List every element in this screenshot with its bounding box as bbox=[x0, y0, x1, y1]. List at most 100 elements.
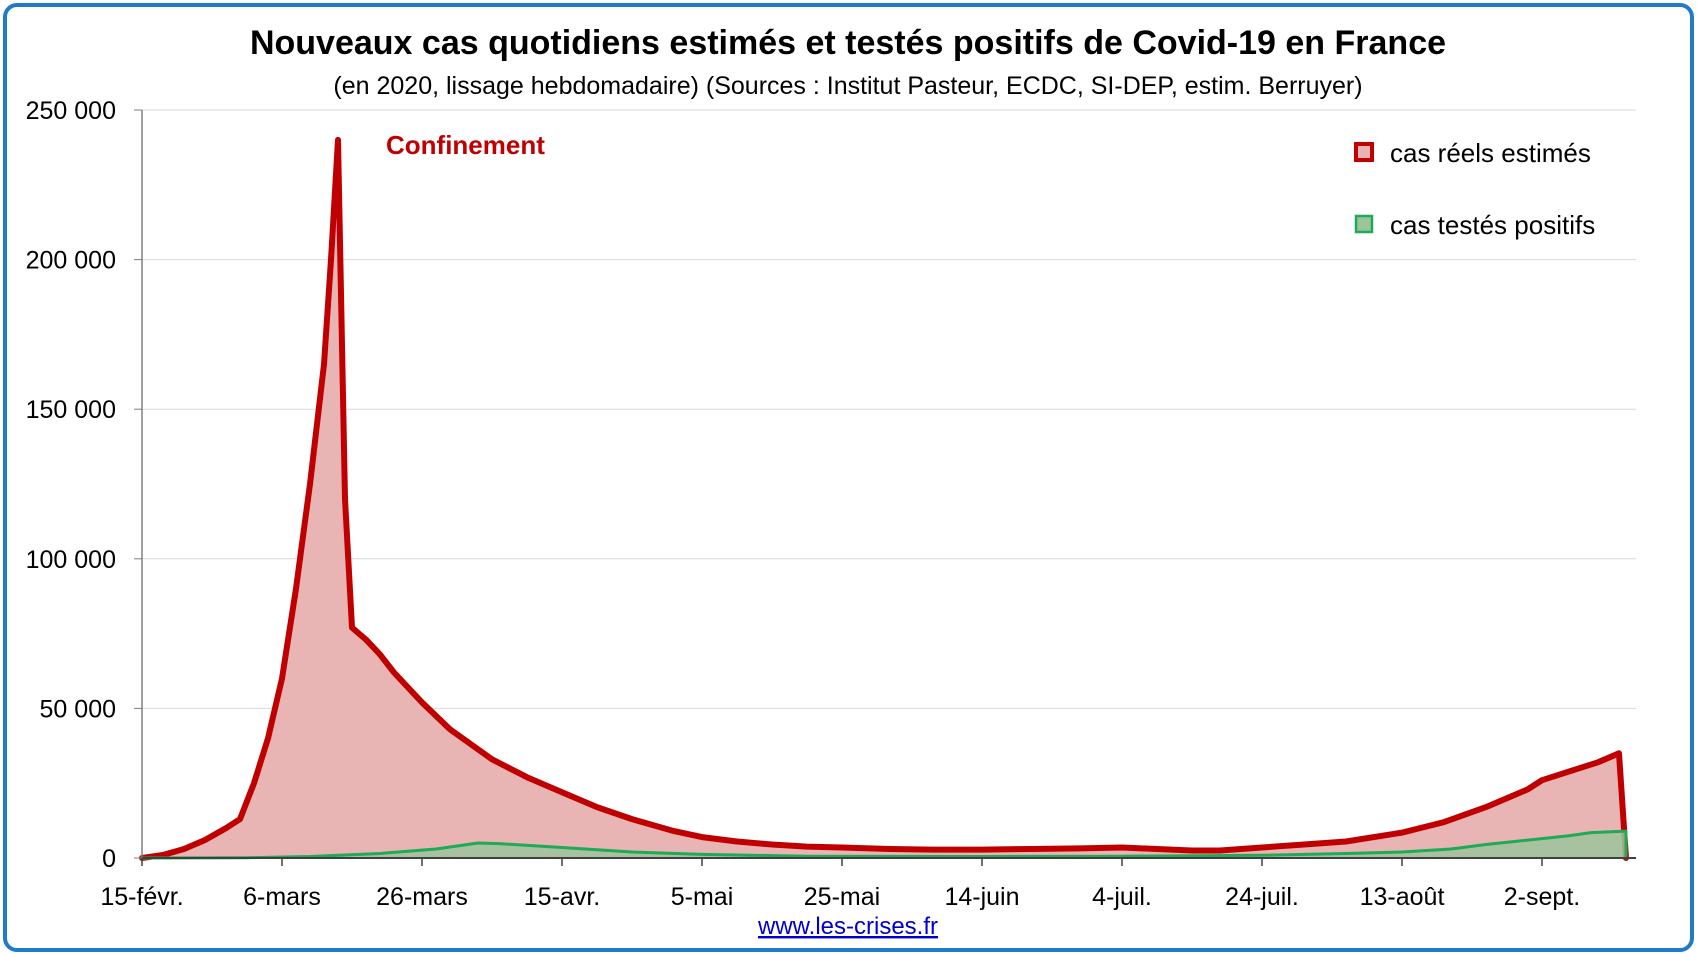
series-1-point-7 bbox=[562, 847, 563, 848]
series-1-point-13 bbox=[1262, 855, 1263, 856]
y-tick-label-5: 250 000 bbox=[26, 97, 116, 125]
series-1-point-4 bbox=[436, 849, 437, 850]
series-0-point-32 bbox=[891, 849, 892, 850]
series-0-point-1 bbox=[163, 855, 164, 856]
series-0-point-50 bbox=[1598, 762, 1599, 763]
series-1-point-11 bbox=[982, 856, 983, 857]
series-0-point-19 bbox=[422, 702, 423, 703]
series-0-point-7 bbox=[268, 738, 269, 739]
series-0-point-6 bbox=[254, 783, 255, 784]
series-0-point-23 bbox=[562, 792, 563, 793]
series-0-point-37 bbox=[1122, 847, 1123, 848]
series-1-point-21 bbox=[1626, 831, 1627, 832]
x-tick-label-10: 2-sept. bbox=[1504, 883, 1580, 911]
x-tick-label-5: 25-mai bbox=[804, 883, 880, 911]
legend-swatch-1 bbox=[1354, 214, 1374, 234]
series-1-point-12 bbox=[1122, 856, 1123, 857]
series-0-point-25 bbox=[632, 819, 633, 820]
series-0-point-24 bbox=[597, 807, 598, 808]
series-0-point-40 bbox=[1220, 850, 1221, 851]
y-tick-label-1: 50 000 bbox=[40, 695, 116, 723]
series-0-point-15 bbox=[352, 627, 353, 628]
series-0-point-48 bbox=[1542, 780, 1543, 781]
y-tick-label-4: 200 000 bbox=[26, 247, 116, 275]
series-0-point-16 bbox=[366, 639, 367, 640]
series-0-point-41 bbox=[1262, 847, 1263, 848]
series-1-point-8 bbox=[632, 852, 633, 853]
y-axis-ticks: 0 50 000 100 000 150 000 200 000 250 000 bbox=[26, 97, 142, 873]
series-1-point-15 bbox=[1402, 852, 1403, 853]
series-0-point-34 bbox=[982, 849, 983, 850]
series-0-point-35 bbox=[1031, 849, 1032, 850]
series-1-point-6 bbox=[499, 843, 500, 844]
series-1-point-9 bbox=[702, 854, 703, 855]
series-1-point-18 bbox=[1542, 838, 1543, 839]
x-tick-label-8: 24-juil. bbox=[1225, 883, 1299, 911]
series-1-point-5 bbox=[478, 843, 479, 844]
series-0-point-18 bbox=[394, 672, 395, 673]
series-0-point-45 bbox=[1444, 822, 1445, 823]
series-0-point-20 bbox=[450, 729, 451, 730]
series-0-point-47 bbox=[1528, 789, 1529, 790]
y-tick-label-2: 100 000 bbox=[26, 546, 116, 574]
grid-lines bbox=[142, 109, 1636, 709]
x-tick-label-1: 6-mars bbox=[243, 883, 321, 911]
series-0-point-9 bbox=[296, 588, 297, 589]
axes bbox=[141, 110, 1636, 859]
series-0-point-26 bbox=[674, 831, 675, 832]
legend-label-1: cas testés positifs bbox=[1390, 210, 1595, 240]
series-0-point-30 bbox=[807, 846, 808, 847]
series-0-point-12 bbox=[331, 259, 332, 260]
legend-swatch-0 bbox=[1354, 142, 1374, 162]
series-area-0 bbox=[142, 139, 1626, 858]
series-1-point-19 bbox=[1570, 835, 1571, 836]
series-0-point-46 bbox=[1486, 807, 1487, 808]
series-0-point-44 bbox=[1402, 832, 1403, 833]
series-0-point-42 bbox=[1304, 844, 1305, 845]
series-0-point-22 bbox=[527, 777, 528, 778]
series-0-point-43 bbox=[1346, 841, 1347, 842]
series-1-point-17 bbox=[1486, 844, 1487, 845]
series-0-point-38 bbox=[1157, 849, 1158, 850]
x-tick-label-6: 14-juin bbox=[944, 883, 1019, 911]
series-0-point-10 bbox=[310, 484, 311, 485]
chart-subtitle: (en 2020, lissage hebdomadaire) (Sources… bbox=[333, 72, 1362, 100]
series-1-point-16 bbox=[1451, 849, 1452, 850]
series-0-point-4 bbox=[226, 828, 227, 829]
series-line-1 bbox=[140, 829, 1628, 860]
series-0-point-13 bbox=[338, 139, 339, 140]
series-1-point-14 bbox=[1346, 853, 1347, 854]
legend: cas réels estimés cas testés positifs bbox=[1354, 138, 1595, 240]
series-0-point-28 bbox=[737, 841, 738, 842]
series-1-point-2 bbox=[310, 856, 311, 857]
series-0-point-49 bbox=[1570, 771, 1571, 772]
x-tick-label-3: 15-avr. bbox=[524, 883, 600, 911]
source-link[interactable]: www.les-crises.fr bbox=[757, 913, 938, 940]
series-1-point-20 bbox=[1591, 832, 1592, 833]
series-line-0 bbox=[139, 136, 1629, 861]
x-tick-label-0: 15-févr. bbox=[100, 883, 183, 911]
x-tick-label-9: 13-août bbox=[1360, 883, 1445, 911]
y-tick-label-3: 150 000 bbox=[26, 396, 116, 424]
x-axis-ticks: 15-févr. 6-mars 26-mars 15-avr. 5-mai 25-mai 1… bbox=[100, 858, 1580, 911]
series-0-point-3 bbox=[205, 840, 206, 841]
series-0-point-5 bbox=[240, 819, 241, 820]
series-1-point-10 bbox=[807, 856, 808, 857]
annotation-confinement: Confinement bbox=[386, 130, 545, 160]
series-0-point-51 bbox=[1619, 753, 1620, 754]
series-0-point-11 bbox=[324, 364, 325, 365]
series-areas bbox=[139, 136, 1629, 861]
series-0-point-39 bbox=[1192, 850, 1193, 851]
chart-title: Nouveaux cas quotidiens estimés et testé… bbox=[250, 24, 1446, 62]
series-0-point-14 bbox=[345, 499, 346, 500]
series-0-point-2 bbox=[184, 849, 185, 850]
series-0-point-36 bbox=[1080, 848, 1081, 849]
x-tick-label-7: 4-juil. bbox=[1092, 883, 1152, 911]
series-0-point-8 bbox=[282, 678, 283, 679]
series-0-point-31 bbox=[842, 847, 843, 848]
series-0-point-21 bbox=[492, 759, 493, 760]
series-0-point-17 bbox=[380, 654, 381, 655]
series-0-point-29 bbox=[772, 844, 773, 845]
legend-label-0: cas réels estimés bbox=[1390, 138, 1591, 168]
